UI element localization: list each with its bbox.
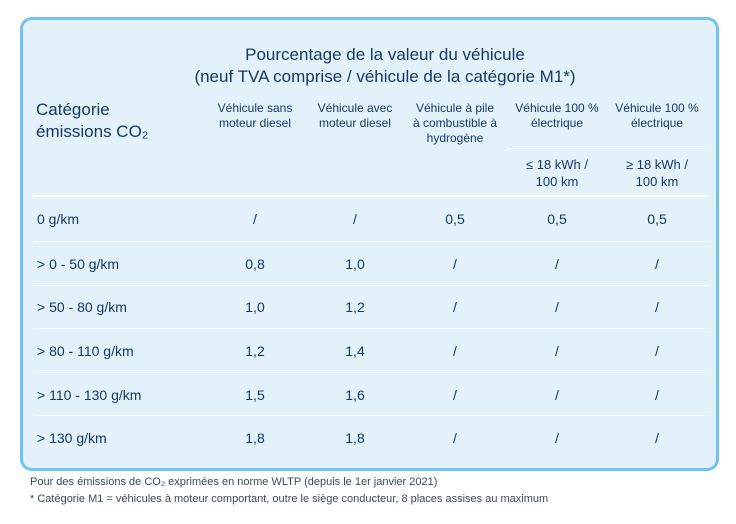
table-cell: 0,5: [647, 211, 667, 227]
table-cell: /: [353, 211, 357, 227]
table-cell: /: [655, 299, 659, 315]
row-divider: [33, 241, 707, 242]
row-divider: [33, 285, 707, 286]
table-cell: /: [253, 211, 257, 227]
column-header-electric-low: Véhicule 100 % électrique: [515, 101, 599, 130]
table-cell: 1,2: [345, 299, 365, 315]
subheader-electric-low: ≤ 18 kWh /100 km: [525, 157, 589, 189]
table-cell: 0,8: [245, 256, 265, 272]
table-cell: 1,5: [245, 387, 265, 403]
table-cell: /: [555, 387, 559, 403]
table-cell: 1,0: [345, 256, 365, 272]
table-panel: [20, 17, 719, 471]
row-label: > 80 - 110 g/km: [37, 343, 134, 359]
table-cell: /: [453, 299, 457, 315]
row-divider: [33, 328, 707, 329]
table-cell: 1,8: [245, 430, 265, 446]
table-cell: /: [453, 387, 457, 403]
table-cell: /: [555, 256, 559, 272]
table-cell: /: [555, 299, 559, 315]
footnote-wltp: Pour des émissions de CO₂ exprimées en n…: [30, 476, 438, 488]
table-cell: /: [555, 343, 559, 359]
table-cell: 1,4: [345, 343, 365, 359]
table-cell: /: [655, 256, 659, 272]
table-cell: /: [655, 387, 659, 403]
row-divider: [33, 372, 707, 373]
row-label: > 0 - 50 g/km: [37, 256, 120, 272]
table-cell: /: [655, 430, 659, 446]
column-header-no-diesel: Véhicule sans moteur diesel: [217, 101, 293, 130]
table-cell: 1,2: [245, 343, 265, 359]
table-cell: /: [453, 430, 457, 446]
table-cell: /: [453, 343, 457, 359]
row-label: > 110 - 130 g/km: [37, 387, 142, 403]
table-cell: 0,5: [547, 211, 567, 227]
table-title: Pourcentage de la valeur du véhicule: [245, 45, 525, 64]
table-cell: 1,8: [345, 430, 365, 446]
table-cell: /: [453, 256, 457, 272]
column-header-diesel: Véhicule avec moteur diesel: [317, 101, 393, 130]
row-label: > 130 g/km: [37, 430, 107, 446]
table-cell: 1,0: [245, 299, 265, 315]
category-header: Catégorie émissions CO₂: [36, 100, 149, 141]
table-cell: /: [655, 343, 659, 359]
row-label: 0 g/km: [37, 211, 80, 227]
row-label: > 50 - 80 g/km: [37, 299, 127, 315]
column-header-hydrogen: Véhicule à pile à combustible à hydrogène: [412, 101, 498, 145]
column-header-electric-high: Véhicule 100 % électrique: [615, 101, 699, 130]
table-cell: 1,6: [345, 387, 365, 403]
footnote-m1: * Catégorie M1 = véhicules à moteur comp…: [30, 493, 549, 505]
table-subtitle: (neuf TVA comprise / véhicule de la caté…: [194, 67, 576, 86]
table-cell: /: [555, 430, 559, 446]
header-divider: [33, 195, 707, 197]
row-divider: [33, 415, 707, 416]
subheader-electric-high: ≥ 18 kWh /100 km: [625, 157, 689, 189]
table-cell: 0,5: [445, 211, 465, 227]
subheader-divider: [507, 148, 707, 149]
